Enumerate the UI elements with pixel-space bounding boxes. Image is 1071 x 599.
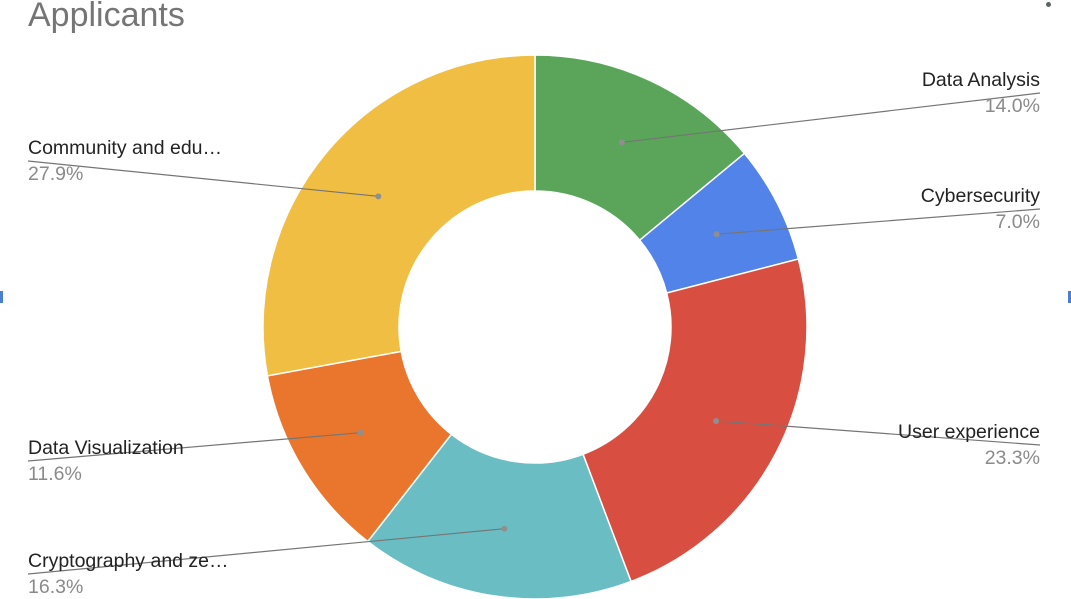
slice-label-community-and-education: Community and edu…	[28, 137, 222, 159]
slice-label-data-analysis: Data Analysis	[922, 69, 1040, 91]
leader-dot-data-visualization	[357, 429, 364, 436]
leader-dot-data-analysis	[618, 139, 625, 146]
slice-user-experience[interactable]	[582, 258, 808, 583]
resize-handle-left[interactable]	[0, 291, 3, 303]
slice-cryptography-and-zero-knowledge[interactable]	[366, 433, 633, 599]
leader-line-data-analysis	[621, 92, 1041, 143]
slice-value-user-experience: 23.3%	[985, 447, 1040, 469]
slice-value-cryptography-and-zero-knowledge: 16.3%	[28, 576, 83, 598]
chart-menu-icon[interactable]	[1046, 2, 1051, 7]
slice-community-and-education[interactable]	[262, 54, 536, 377]
leader-line-data-visualization	[27, 432, 361, 462]
leader-dot-user-experience	[713, 417, 720, 424]
slice-value-data-analysis: 14.0%	[985, 95, 1040, 117]
slice-label-data-visualization: Data Visualization	[28, 437, 184, 459]
leader-dot-cryptography-and-zero-knowledge	[501, 525, 508, 532]
slice-label-user-experience: User experience	[898, 421, 1040, 443]
slice-label-cybersecurity: Cybersecurity	[921, 185, 1040, 207]
chart-title: Applicants	[28, 0, 185, 34]
leader-line-cryptography-and-zero-knowledge	[27, 528, 505, 575]
slice-value-community-and-education: 27.9%	[28, 163, 83, 185]
leader-dot-community-and-education	[375, 193, 382, 200]
resize-handle-right[interactable]	[1068, 291, 1071, 303]
leader-line-user-experience	[716, 420, 1041, 446]
leader-dot-cybersecurity	[713, 231, 720, 238]
leader-line-cybersecurity	[716, 208, 1041, 235]
slice-value-data-visualization: 11.6%	[28, 463, 82, 485]
slice-label-cryptography-and-zero-knowledge: Cryptography and ze…	[28, 550, 229, 572]
slice-data-analysis[interactable]	[534, 54, 746, 242]
slice-value-cybersecurity: 7.0%	[996, 211, 1040, 233]
leader-line-community-and-education	[27, 160, 379, 197]
